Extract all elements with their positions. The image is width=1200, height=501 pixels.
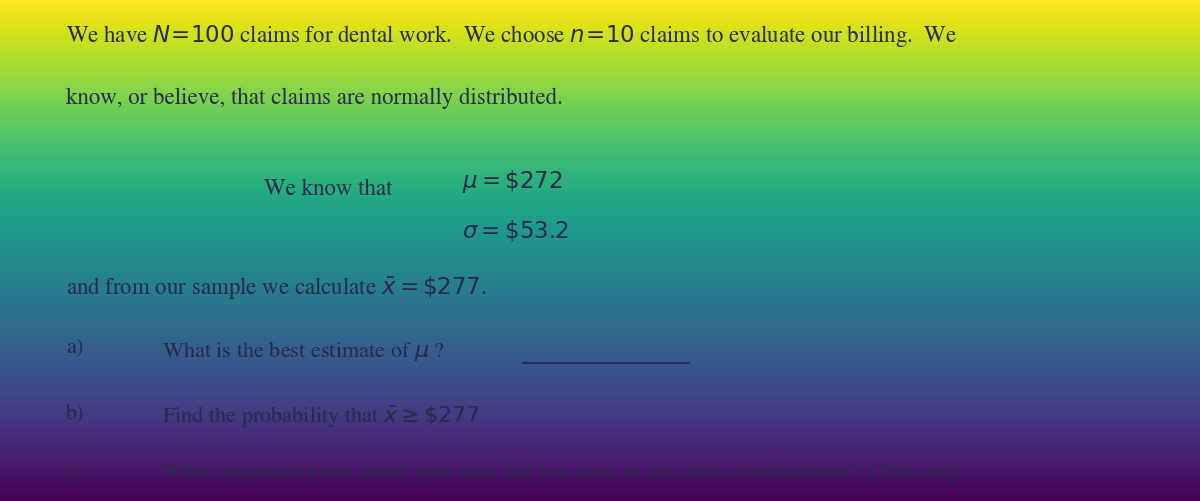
Text: $\sigma = \$53.2$: $\sigma = \$53.2$: [462, 218, 569, 243]
Text: know, or believe, that claims are normally distributed.: know, or believe, that claims are normal…: [66, 88, 563, 109]
Text: c): c): [66, 462, 83, 481]
Text: Find the probability that $\bar{x} \geq \$277$: Find the probability that $\bar{x} \geq …: [162, 403, 480, 429]
Text: We know that: We know that: [264, 178, 392, 199]
Text: What important point about your data did you have to take into consideration?  (: What important point about your data did…: [162, 462, 960, 482]
Text: $\mu = \$272$: $\mu = \$272$: [462, 168, 563, 195]
Text: a): a): [66, 338, 83, 358]
Text: b): b): [66, 403, 84, 423]
Text: We have $N\!=\!100$ claims for dental work.  We choose $n\!=\!10$ claims to eval: We have $N\!=\!100$ claims for dental wo…: [66, 23, 958, 49]
Text: What is the best estimate of $\mu$ ?: What is the best estimate of $\mu$ ?: [162, 338, 445, 362]
Text: and from our sample we calculate $\bar{x} = \$277$.: and from our sample we calculate $\bar{x…: [66, 273, 486, 300]
